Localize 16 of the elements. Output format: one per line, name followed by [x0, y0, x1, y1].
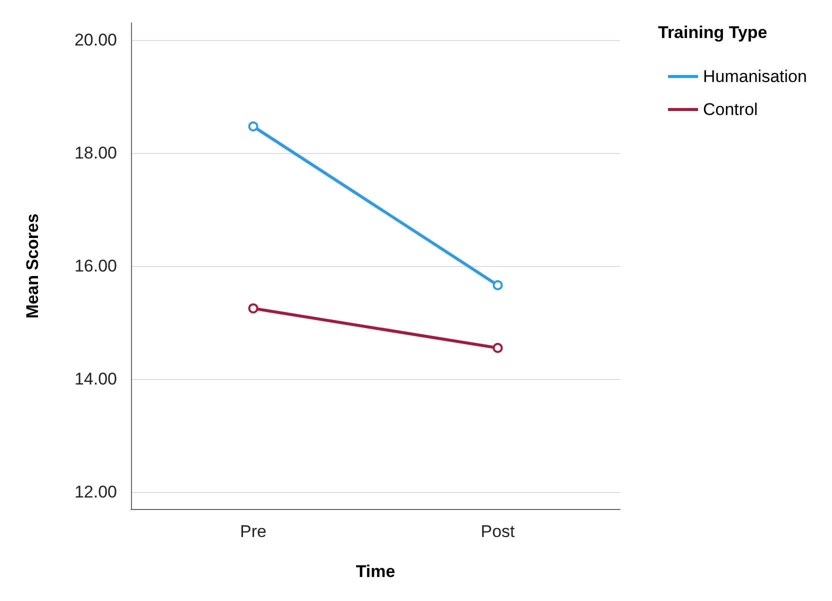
point: [492, 280, 503, 290]
y-tick-label: 18.00: [74, 143, 117, 162]
y-tick-label: 16.00: [74, 256, 117, 276]
x-tick-label: Post: [480, 522, 516, 541]
point: [492, 342, 503, 353]
y-tick-label: 20.00: [74, 30, 117, 50]
x-axis-title: Time: [356, 562, 396, 581]
point: [248, 121, 258, 132]
y-tick-label: 14.00: [74, 370, 117, 389]
legend-title: Training Type: [658, 23, 768, 42]
legend-label: Control: [703, 100, 758, 119]
y-tick-label: 12.00: [74, 482, 117, 502]
x-tick-label: Pre: [240, 522, 266, 541]
legend-label: Humanisation: [703, 67, 807, 86]
point: [248, 303, 258, 314]
y-axis-title: Mean Scores: [23, 214, 42, 318]
